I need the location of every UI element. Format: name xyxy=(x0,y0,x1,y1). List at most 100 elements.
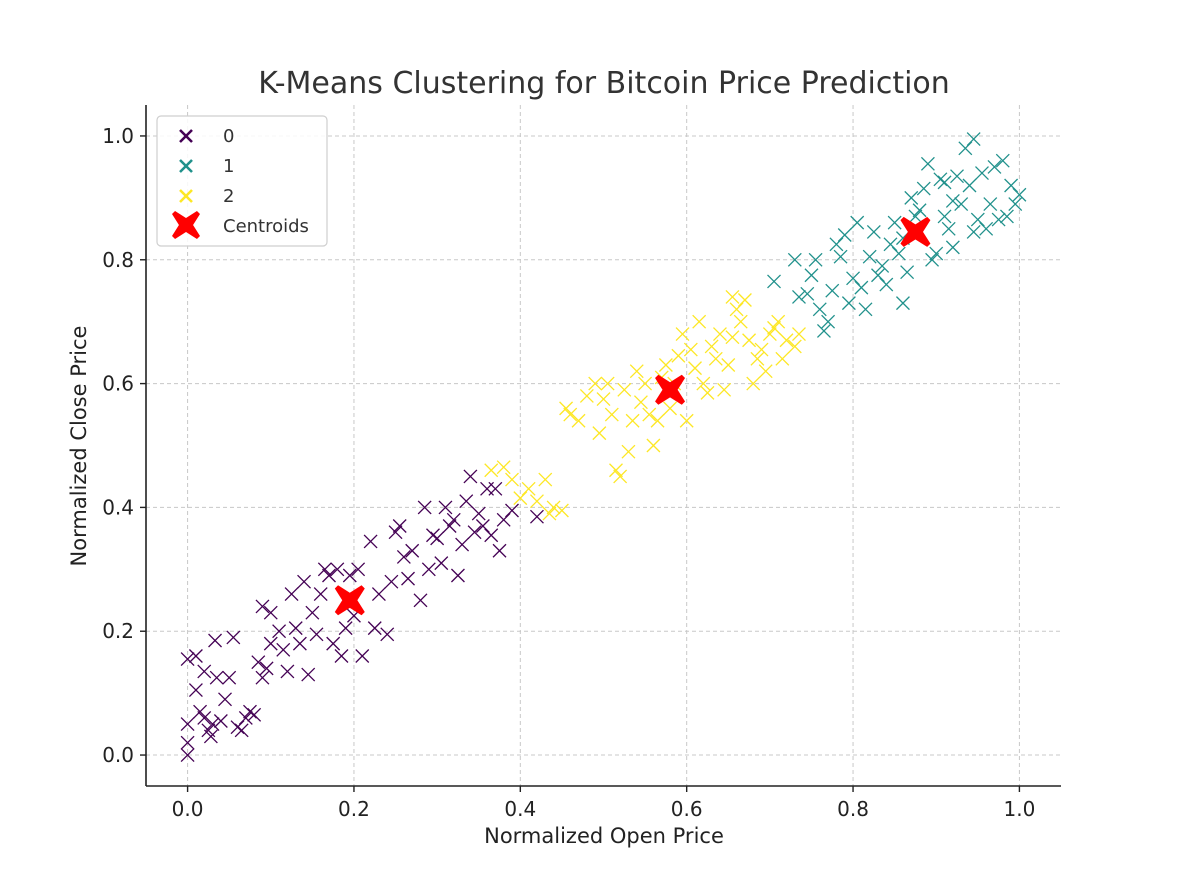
data-point xyxy=(937,209,952,224)
data-point xyxy=(916,181,931,196)
x-tick-label: 0.6 xyxy=(671,797,703,821)
data-point xyxy=(970,212,985,227)
data-point xyxy=(725,330,740,345)
data-point xyxy=(987,159,1002,174)
data-point xyxy=(712,327,727,342)
data-point xyxy=(205,717,220,732)
legend-label: 0 xyxy=(223,126,234,147)
data-point xyxy=(342,568,357,583)
data-point xyxy=(958,141,973,156)
legend-box xyxy=(156,115,328,247)
data-point xyxy=(679,413,694,428)
data-point xyxy=(945,193,960,208)
data-point xyxy=(900,265,915,280)
data-point xyxy=(854,280,869,295)
data-point xyxy=(438,500,453,515)
data-point xyxy=(646,438,661,453)
data-point xyxy=(259,661,274,676)
axes xyxy=(145,105,1061,787)
data-point xyxy=(950,169,964,184)
data-point xyxy=(600,376,615,391)
centroid-marker xyxy=(334,585,365,616)
data-point xyxy=(758,364,773,379)
data-point xyxy=(833,249,848,264)
data-point xyxy=(392,519,407,533)
data-point xyxy=(218,692,232,707)
data-point xyxy=(991,212,1006,227)
data-point xyxy=(455,537,470,552)
data-point xyxy=(405,543,420,558)
data-point xyxy=(313,587,328,602)
data-point xyxy=(546,500,561,515)
x-tick-label: 0.4 xyxy=(504,797,536,821)
legend-entry: 2 xyxy=(179,186,234,207)
data-point xyxy=(692,314,707,329)
data-point xyxy=(767,320,781,335)
data-point xyxy=(825,283,840,298)
data-point xyxy=(642,407,657,422)
tick-labels: 0.0 0.2 0.4 0.6 0.8 1.0 0.0 0.2 0.4 0.6 0.8 1.0 xyxy=(102,124,1035,821)
data-point xyxy=(883,237,898,252)
data-point xyxy=(421,562,436,577)
data-point xyxy=(675,327,690,342)
data-point xyxy=(434,556,449,571)
data-point xyxy=(496,460,511,475)
data-point xyxy=(804,268,819,283)
data-point xyxy=(475,519,490,533)
data-point xyxy=(862,249,877,264)
data-point xyxy=(837,228,852,242)
x-axis-title: Normalized Open Price xyxy=(484,824,724,848)
data-point xyxy=(588,376,603,391)
y-tick-label: 0.8 xyxy=(102,248,134,272)
data-point xyxy=(596,392,611,407)
data-point xyxy=(396,549,411,564)
data-point xyxy=(484,463,499,478)
data-point xyxy=(592,426,607,441)
data-point xyxy=(505,503,519,518)
data-point xyxy=(733,314,748,329)
data-point xyxy=(816,324,831,338)
data-point xyxy=(521,481,536,496)
legend-marker xyxy=(172,211,200,239)
data-point xyxy=(929,246,944,261)
data-point xyxy=(417,500,432,515)
legend-entry: 0 xyxy=(179,126,234,147)
data-point xyxy=(579,389,594,403)
data-point xyxy=(197,664,212,679)
data-point xyxy=(209,670,224,685)
data-point xyxy=(255,670,270,685)
data-point xyxy=(388,525,403,540)
data-point xyxy=(180,735,195,750)
data-point xyxy=(263,605,278,620)
data-point xyxy=(380,627,395,642)
data-point xyxy=(621,444,636,459)
data-point xyxy=(650,413,665,428)
data-point xyxy=(529,494,544,509)
data-point xyxy=(962,178,977,193)
data-point xyxy=(717,382,732,397)
data-point xyxy=(542,506,557,521)
data-point xyxy=(426,528,440,543)
data-point xyxy=(617,382,632,397)
y-axis-title: Normalized Close Price xyxy=(67,326,91,567)
data-point xyxy=(725,289,740,304)
data-points xyxy=(180,132,1027,763)
data-point xyxy=(251,655,266,670)
x-tick-label: 0.2 xyxy=(338,797,370,821)
data-point xyxy=(401,571,415,586)
data-point xyxy=(280,664,295,679)
data-point xyxy=(367,621,382,636)
data-point xyxy=(821,314,836,329)
data-point xyxy=(871,268,885,283)
data-point xyxy=(866,224,881,239)
data-point xyxy=(1008,197,1023,212)
data-point xyxy=(999,209,1014,224)
data-point xyxy=(941,221,956,236)
data-point xyxy=(222,670,237,685)
data-point xyxy=(771,314,786,329)
y-tick-label: 0.6 xyxy=(102,372,134,396)
data-point xyxy=(243,704,257,719)
legend-entry: 1 xyxy=(179,156,234,177)
y-tick-label: 0.2 xyxy=(102,619,134,643)
data-point xyxy=(613,469,628,484)
